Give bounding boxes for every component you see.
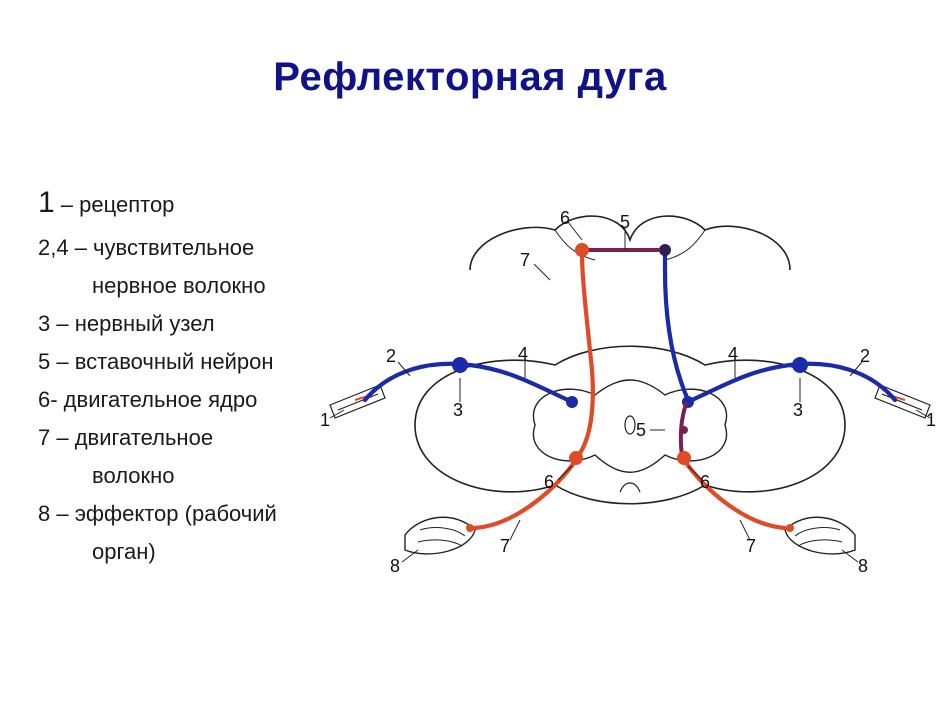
motor-fiber-right <box>677 451 785 528</box>
legend-item-2: 2,4 – чувствительное <box>38 231 328 265</box>
effector-right <box>785 517 855 554</box>
lbl-2-R: 2 <box>860 346 870 367</box>
ascending-fiber <box>659 244 688 400</box>
legend-item-2b: нервное волокно <box>38 269 328 303</box>
lbl-6-top: 6 <box>560 208 570 229</box>
interneuron-spinal <box>680 404 688 456</box>
lbl-7-botR: 7 <box>746 536 756 557</box>
legend-txt-1: – рецептор <box>55 192 175 217</box>
motor-fiber-left <box>475 460 576 528</box>
lbl-3-L: 3 <box>453 400 463 421</box>
lbl-6-midL: 6 <box>544 472 554 493</box>
spinal-cord-outline <box>415 346 845 504</box>
legend-item-6: 6- двигательное ядро <box>38 383 328 417</box>
legend-item-7: 7 – двигательное <box>38 421 328 455</box>
effector-left <box>405 517 475 554</box>
lbl-5-top: 5 <box>620 212 630 233</box>
leader-lines <box>330 222 930 562</box>
sensory-fiber-left <box>365 357 578 408</box>
lbl-7-botL: 7 <box>500 536 510 557</box>
diagram-svg <box>320 210 940 610</box>
slide: Рефлекторная дуга 1 – рецептор 2,4 – чув… <box>0 0 940 705</box>
legend-item-1: 1 – рецептор <box>38 180 328 227</box>
legend-list: 1 – рецептор 2,4 – чувствительное нервно… <box>38 180 328 573</box>
lbl-8-L: 8 <box>390 556 400 577</box>
reflex-arc-diagram: 6 5 7 1 2 3 4 1 2 3 4 5 6 6 7 7 8 8 <box>320 210 940 610</box>
lbl-1-R: 1 <box>926 410 936 431</box>
lbl-8-R: 8 <box>858 556 868 577</box>
legend-item-8b: орган) <box>38 535 328 569</box>
lbl-4-R: 4 <box>728 344 738 365</box>
lbl-5-mid: 5 <box>636 420 646 441</box>
legend-item-5: 5 – вставочный нейрон <box>38 345 328 379</box>
lbl-3-R: 3 <box>793 400 803 421</box>
lbl-2-L: 2 <box>386 346 396 367</box>
lbl-4-L: 4 <box>518 344 528 365</box>
lbl-6-midR: 6 <box>700 472 710 493</box>
legend-item-3: 3 – нервный узел <box>38 307 328 341</box>
lbl-1-L: 1 <box>320 410 330 431</box>
legend-item-8: 8 – эффектор (рабочий <box>38 497 328 531</box>
slide-title: Рефлекторная дуга <box>0 55 940 100</box>
descending-motor <box>569 243 593 465</box>
lbl-7-topL: 7 <box>520 250 530 271</box>
legend-num-1: 1 <box>38 186 55 219</box>
legend-item-7b: волокно <box>38 459 328 493</box>
